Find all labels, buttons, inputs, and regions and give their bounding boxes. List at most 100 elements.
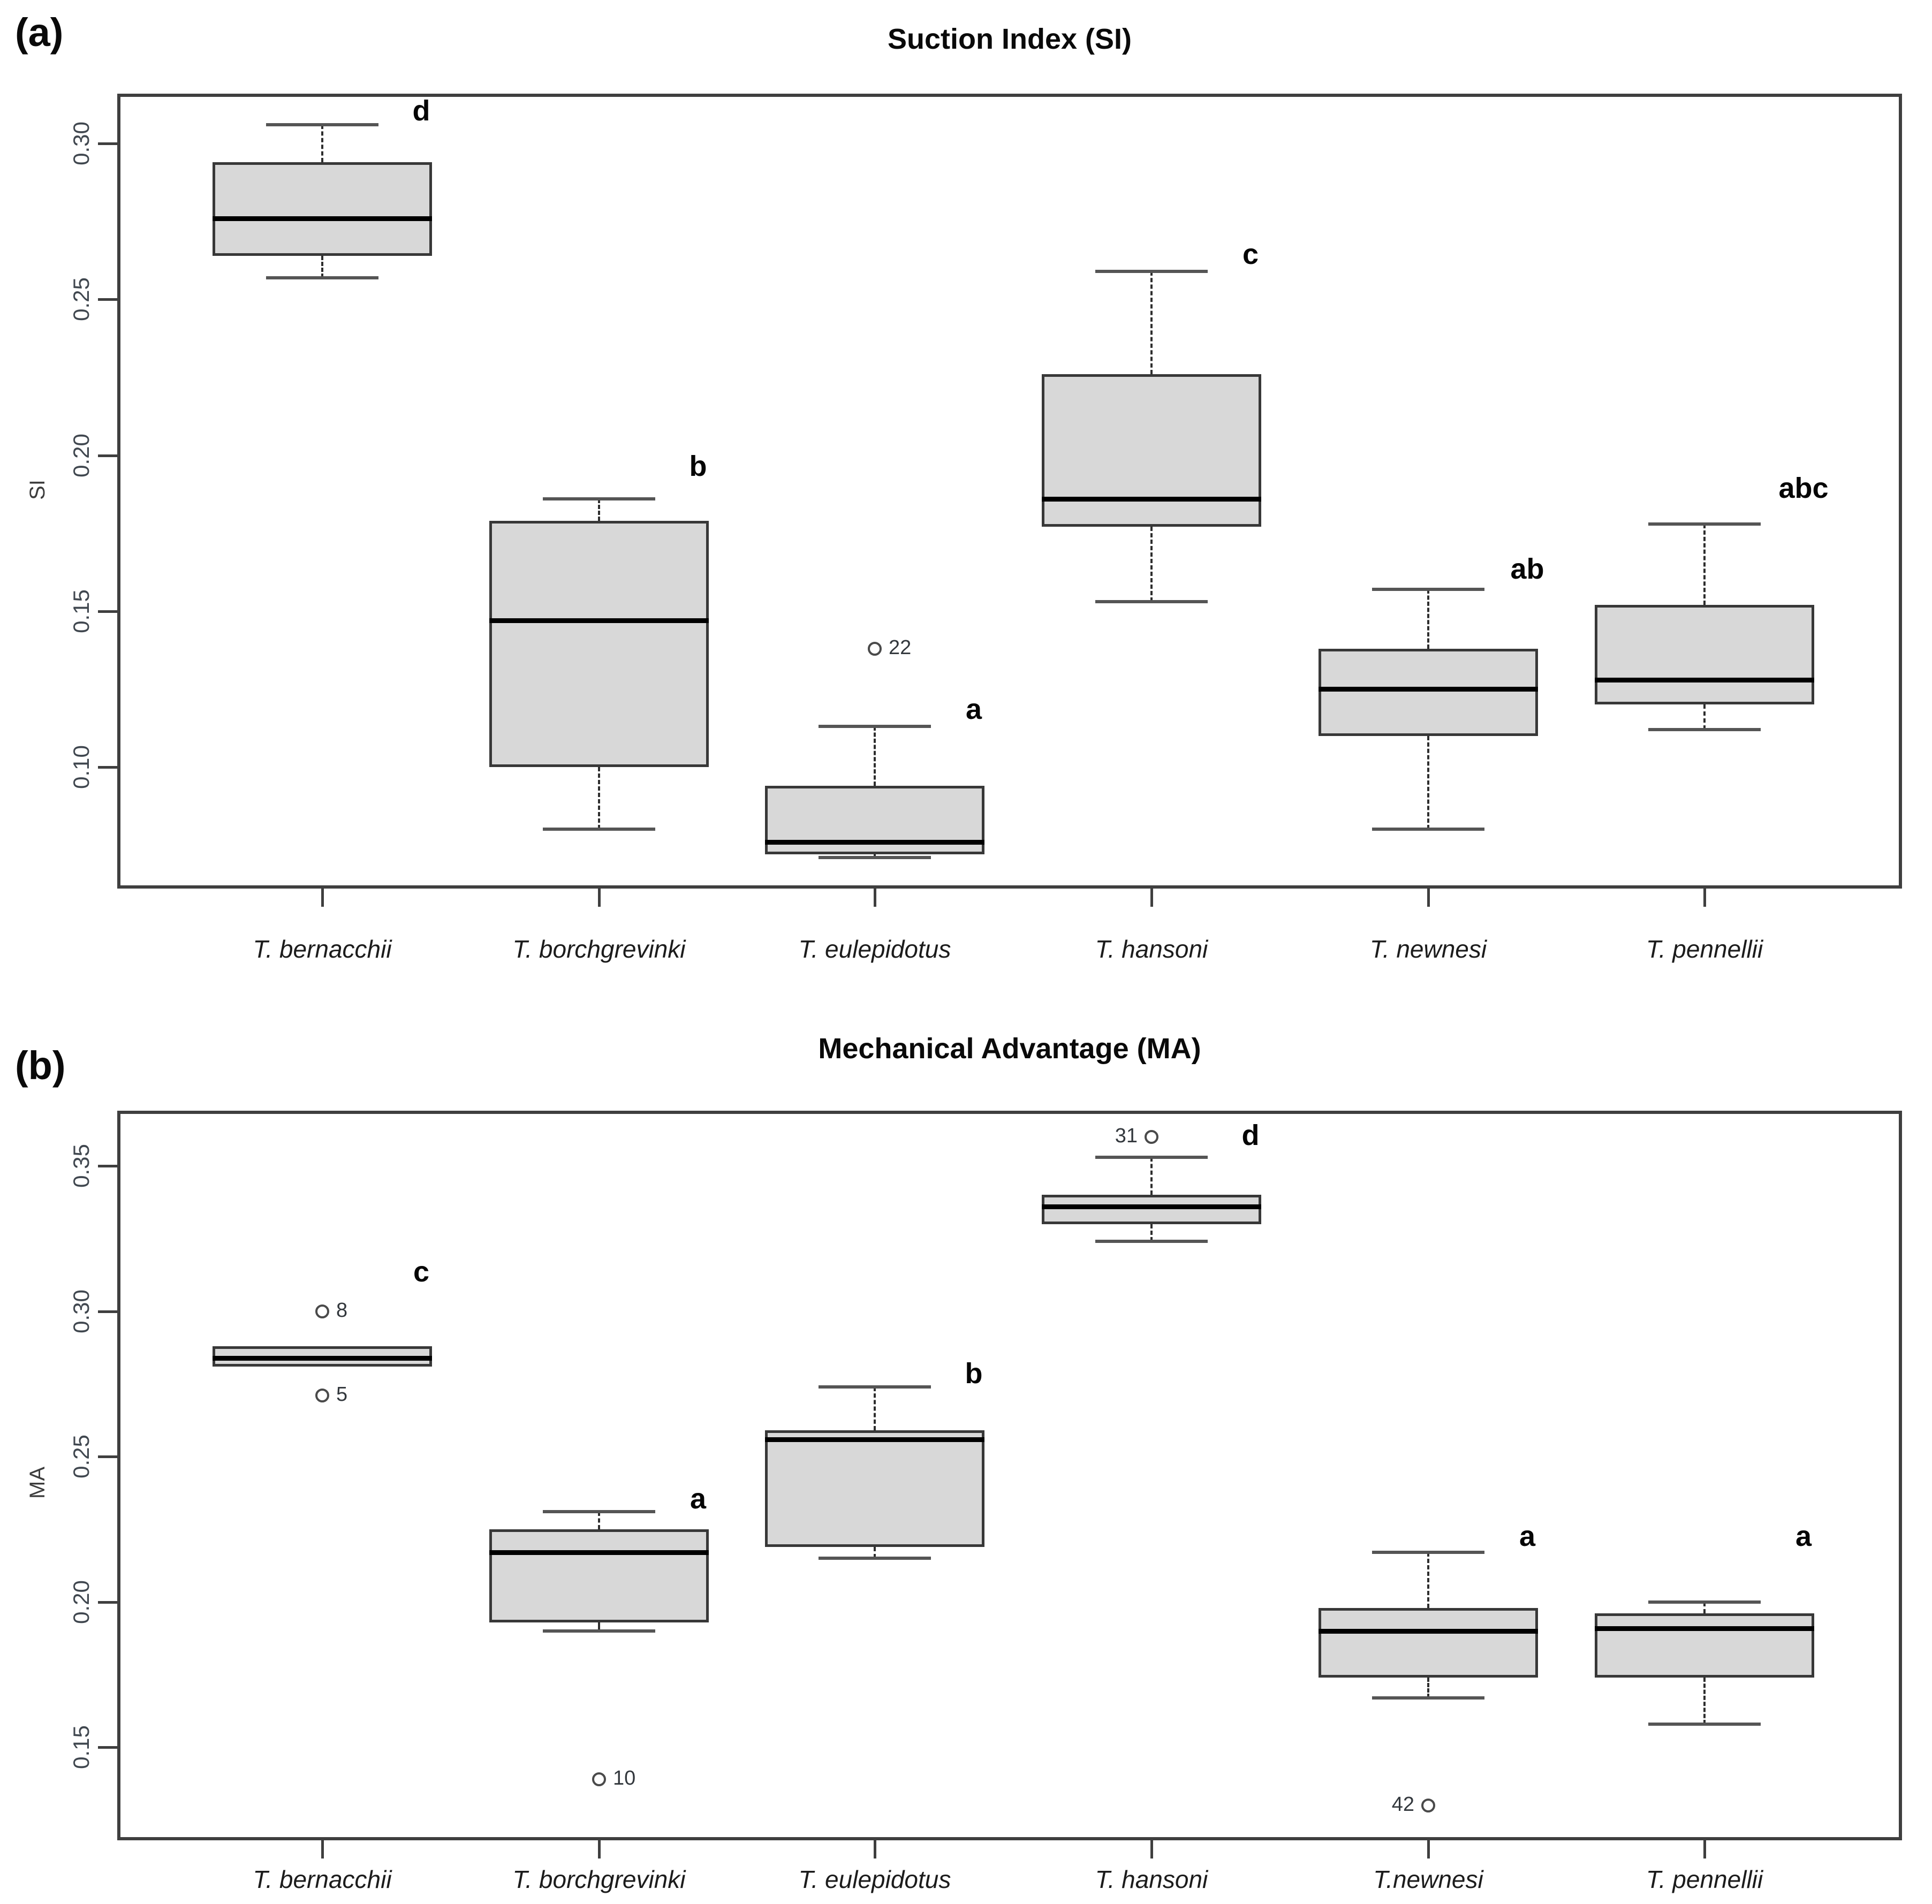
x-axis-tick: [1703, 1840, 1706, 1859]
upper-whisker-cap: [543, 497, 655, 501]
box-iqr: [1595, 1613, 1814, 1678]
x-axis-category-label: T. hansoni: [1095, 935, 1208, 963]
box-median-line: [1042, 497, 1261, 502]
x-axis-tick: [874, 1840, 876, 1859]
box-median-line: [1042, 1204, 1261, 1210]
box-iqr: [489, 1529, 709, 1622]
significance-letter: ab: [1510, 553, 1544, 585]
x-axis-category-label: T. borchgrevinki: [512, 1865, 686, 1893]
y-axis-tick-label: 0.15: [69, 1725, 94, 1770]
upper-whisker-cap: [819, 1385, 931, 1389]
box-median-line: [765, 839, 984, 845]
lower-whisker-cap: [266, 276, 378, 279]
significance-letter: c: [1242, 238, 1259, 270]
upper-whisker-line: [598, 499, 600, 521]
box-median-line: [489, 1550, 709, 1556]
y-axis-tick: [98, 1600, 117, 1604]
y-axis-tick-label: 0.20: [69, 1580, 94, 1624]
significance-letter: b: [689, 450, 707, 482]
outlier-label: 5: [336, 1383, 348, 1406]
outlier-point: [1421, 1798, 1435, 1812]
x-axis-category-label: T. pennellii: [1646, 935, 1763, 963]
significance-letter: a: [1795, 1520, 1812, 1553]
significance-letter: a: [690, 1482, 707, 1515]
y-axis-tick: [98, 1310, 117, 1313]
box-iqr: [765, 1430, 984, 1547]
upper-whisker-line: [598, 1512, 600, 1529]
lower-whisker-cap: [1095, 1240, 1208, 1243]
y-axis-tick: [98, 298, 117, 301]
significance-letter: d: [412, 94, 430, 127]
box-median-line: [213, 1355, 432, 1361]
lower-whisker-line: [874, 1546, 876, 1559]
x-axis-tick: [321, 1840, 324, 1859]
x-axis-tick: [1427, 889, 1430, 907]
upper-whisker-cap: [543, 1510, 655, 1514]
significance-letter: d: [1241, 1119, 1260, 1151]
x-axis-category-label: T.newnesi: [1373, 1865, 1483, 1893]
plot-frame: [117, 1111, 1902, 1840]
upper-whisker-cap: [1648, 1600, 1761, 1604]
significance-letter: a: [965, 693, 982, 726]
x-axis-tick: [1703, 889, 1706, 907]
lower-whisker-cap: [1372, 1696, 1484, 1700]
y-axis-tick-label: 0.25: [69, 1435, 94, 1479]
upper-whisker-cap: [1095, 1155, 1208, 1159]
x-axis-category-label: T. eulepidotus: [798, 935, 951, 963]
panel-b-tag: (b): [15, 1043, 66, 1088]
lower-whisker-cap: [543, 828, 655, 831]
outlier-point: [592, 1772, 606, 1786]
upper-whisker-line: [1703, 524, 1706, 605]
outlier-label: 31: [1115, 1124, 1138, 1147]
lower-whisker-cap: [819, 1557, 931, 1560]
upper-whisker-cap: [1095, 269, 1208, 273]
upper-whisker-line: [321, 125, 323, 163]
upper-whisker-line: [1427, 1552, 1429, 1608]
lower-whisker-line: [1427, 735, 1429, 830]
lower-whisker-line: [1427, 1677, 1429, 1698]
lower-whisker-cap: [1095, 600, 1208, 604]
box-median-line: [1595, 1626, 1814, 1631]
x-axis-category-label: T. hansoni: [1095, 1865, 1208, 1893]
y-axis-tick-label: 0.30: [69, 1289, 94, 1333]
significance-letter: a: [1519, 1520, 1536, 1553]
x-axis-tick: [874, 889, 876, 907]
box-median-line: [765, 1437, 984, 1442]
box-iqr: [1042, 374, 1261, 527]
panel-a-title: Suction Index (SI): [887, 23, 1132, 55]
outlier-point: [315, 1304, 329, 1318]
lower-whisker-cap: [1648, 1722, 1761, 1726]
box-median-line: [489, 618, 709, 624]
upper-whisker-cap: [1372, 587, 1484, 591]
lower-whisker-line: [598, 767, 600, 830]
y-axis-tick: [98, 1165, 117, 1168]
x-axis-category-label: T. newnesi: [1369, 935, 1487, 963]
box-median-line: [1319, 1629, 1538, 1634]
x-axis-category-label: T. borchgrevinki: [512, 935, 686, 963]
lower-whisker-cap: [819, 855, 931, 859]
upper-whisker-cap: [1372, 1551, 1484, 1554]
y-axis-tick-label: 0.25: [69, 277, 94, 322]
y-axis-tick: [98, 1455, 117, 1459]
y-axis-tick-label: 0.10: [69, 745, 94, 789]
lower-whisker-line: [1150, 1224, 1153, 1242]
upper-whisker-cap: [1648, 522, 1761, 526]
y-axis-tick: [98, 765, 117, 769]
box-iqr: [213, 162, 432, 256]
upper-whisker-line: [874, 726, 876, 786]
y-axis-tick-label: 0.20: [69, 433, 94, 477]
y-axis-tick-label: 0.30: [69, 122, 94, 166]
x-axis-tick: [598, 1840, 601, 1859]
significance-letter: b: [965, 1357, 983, 1390]
x-axis-category-label: T. bernacchii: [253, 1865, 392, 1893]
outlier-point: [315, 1389, 329, 1403]
panel-a-y-axis-label: SI: [26, 480, 49, 500]
upper-whisker-line: [1703, 1602, 1706, 1614]
upper-whisker-line: [1150, 271, 1153, 375]
box-iqr: [1319, 648, 1538, 736]
panel-b-y-axis-label: MA: [26, 1467, 49, 1499]
box-iqr: [489, 520, 709, 767]
significance-letter: c: [413, 1256, 430, 1288]
outlier-point: [1145, 1129, 1158, 1144]
